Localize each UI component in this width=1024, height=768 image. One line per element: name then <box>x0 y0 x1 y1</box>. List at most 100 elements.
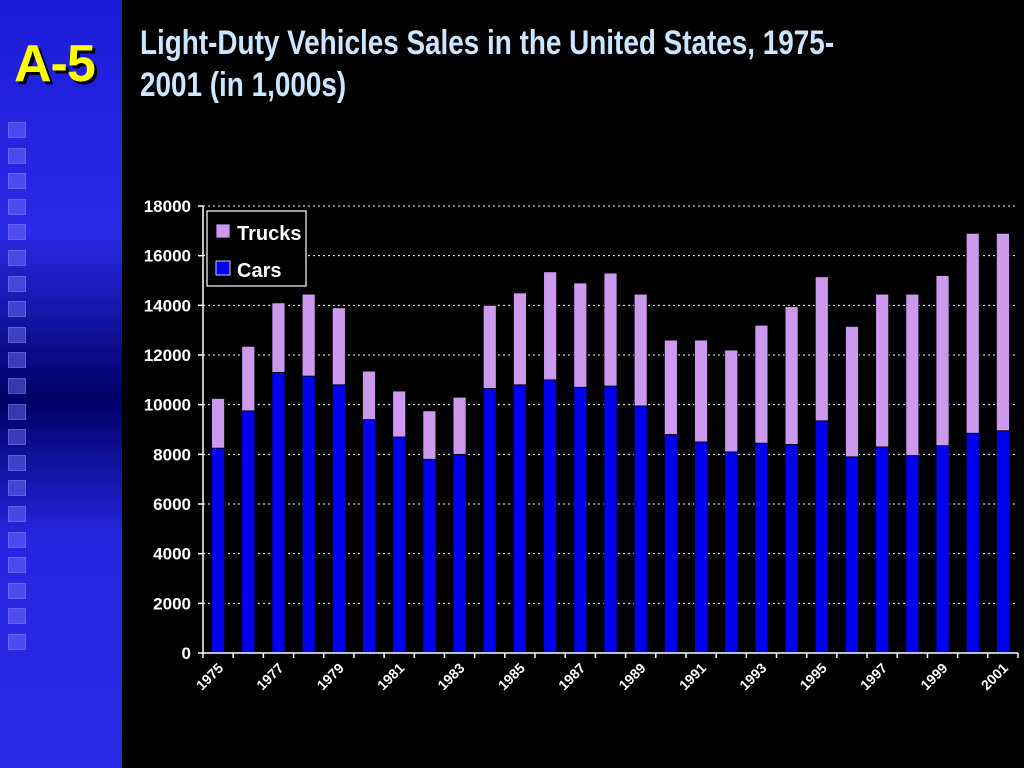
bar-trucks <box>814 276 829 422</box>
sidebar-square <box>8 378 26 394</box>
bar-cars <box>452 453 467 654</box>
bar-trucks <box>663 339 678 435</box>
slide-number: A-5 <box>14 35 96 93</box>
sidebar-square <box>8 352 26 369</box>
x-tick-label: 1999 <box>917 660 950 693</box>
sidebar-square <box>8 224 26 241</box>
bar-cars <box>996 430 1010 654</box>
y-tick-label: 10000 <box>144 396 191 415</box>
bar-trucks <box>996 232 1010 432</box>
bar-trucks <box>573 282 588 388</box>
x-tick-label: 1979 <box>314 660 347 693</box>
bar-cars <box>603 385 618 654</box>
bar-trucks <box>694 339 708 443</box>
bar-cars <box>965 432 980 654</box>
bar-cars <box>543 379 558 654</box>
bar-cars <box>482 388 497 654</box>
x-tick-label: 1983 <box>434 660 467 693</box>
y-tick-label: 4000 <box>153 545 191 564</box>
sidebar-square <box>8 198 26 215</box>
legend-label-trucks: Trucks <box>237 223 301 245</box>
y-tick-label: 14000 <box>144 296 191 315</box>
slide-title-line-1: Light-Duty Vehicles Sales in the United … <box>140 24 835 62</box>
x-tick-label: 1981 <box>374 660 407 693</box>
sidebar-decoration <box>0 0 122 768</box>
bar-cars <box>724 451 739 654</box>
bar-trucks <box>331 307 346 386</box>
x-tick-label: 1975 <box>193 660 226 693</box>
bar-cars <box>211 447 225 654</box>
bar-cars <box>754 442 769 654</box>
sidebar-square <box>8 301 26 318</box>
slide-title: Light-Duty Vehicles Sales in the United … <box>140 22 993 106</box>
x-tick-label: 1985 <box>495 660 528 693</box>
bar-trucks <box>422 410 437 460</box>
bar-trucks <box>513 292 527 386</box>
sidebar-square <box>8 480 26 497</box>
bar-cars <box>814 420 829 654</box>
x-tick-label: 1995 <box>797 660 830 693</box>
legend-swatch-cars <box>215 260 231 276</box>
bar-cars <box>663 434 678 654</box>
bar-cars <box>331 384 346 654</box>
bar-trucks <box>603 272 618 387</box>
bar-cars <box>875 446 890 654</box>
bar-trucks <box>754 324 769 444</box>
bar-cars <box>935 445 950 654</box>
slide-title-line-2: 2001 (in 1,000s) <box>140 66 347 104</box>
bar-trucks <box>784 306 799 445</box>
bar-trucks <box>271 302 286 373</box>
sidebar-square <box>8 582 26 599</box>
bar-trucks <box>392 390 407 438</box>
x-tick-label: 1987 <box>555 660 588 693</box>
bar-trucks <box>301 293 316 377</box>
bar-cars <box>784 443 799 654</box>
bar-cars <box>513 384 527 654</box>
y-tick-label: 16000 <box>144 247 191 266</box>
y-tick-label: 12000 <box>144 346 191 365</box>
sidebar-square <box>8 173 26 190</box>
x-tick-label: 1997 <box>857 660 890 693</box>
sidebar-square <box>8 454 26 471</box>
bar-cars <box>241 410 256 654</box>
sidebar-square <box>8 403 26 420</box>
bar-trucks <box>211 398 225 449</box>
legend-label-cars: Cars <box>237 260 281 282</box>
x-tick-label: 1977 <box>253 660 286 693</box>
bar-trucks <box>362 370 376 420</box>
sidebar-square <box>8 557 26 574</box>
sidebar-square <box>8 506 26 522</box>
sidebar-square <box>8 122 26 138</box>
bar-trucks <box>935 275 950 447</box>
sidebar-square <box>8 147 26 164</box>
sidebar-square <box>8 531 26 548</box>
bar-cars <box>362 419 376 654</box>
x-tick-label: 1993 <box>736 660 769 693</box>
x-tick-label: 1989 <box>615 660 648 693</box>
bar-trucks <box>241 345 256 412</box>
sidebar-square <box>8 275 26 292</box>
y-tick-label: 2000 <box>153 594 191 613</box>
bar-cars <box>905 455 920 654</box>
sidebar-square <box>8 326 26 343</box>
y-tick-label: 0 <box>182 644 191 663</box>
bar-cars <box>845 456 859 654</box>
sidebar-square <box>8 608 26 625</box>
bar-trucks <box>845 326 859 458</box>
bar-trucks <box>905 293 920 456</box>
bar-trucks <box>875 293 890 448</box>
bar-cars <box>271 371 286 654</box>
bar-cars <box>392 436 407 654</box>
bar-trucks <box>965 232 980 434</box>
bar-cars <box>422 458 437 654</box>
bar-cars <box>573 386 588 654</box>
x-tick-label: 1991 <box>676 660 709 693</box>
bar-trucks <box>482 304 497 389</box>
bar-cars <box>301 375 316 654</box>
bar-trucks <box>633 293 648 407</box>
sidebar-square <box>8 634 26 650</box>
y-tick-label: 6000 <box>153 495 191 514</box>
bar-cars <box>633 405 648 654</box>
y-tick-label: 8000 <box>153 445 191 464</box>
